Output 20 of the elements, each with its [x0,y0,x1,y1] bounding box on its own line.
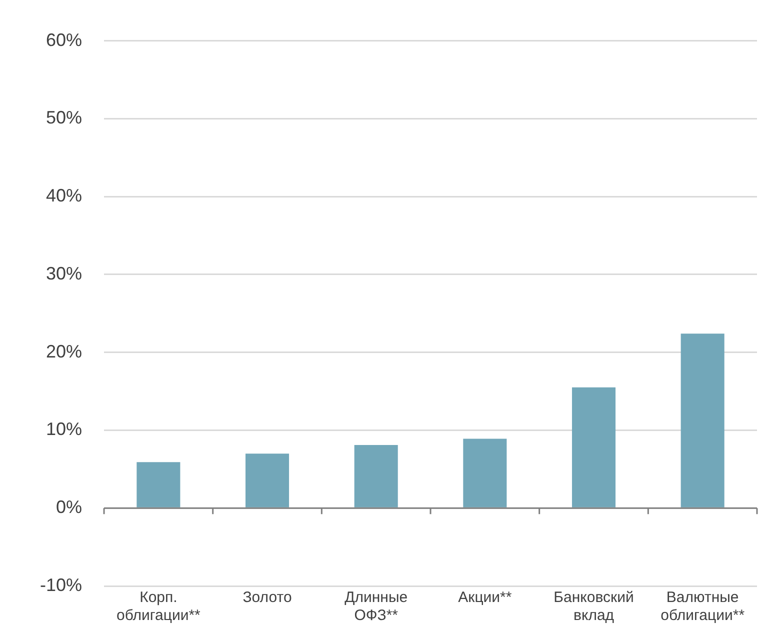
y-tick-label: 40% [46,186,82,206]
y-tick-label: 0% [56,497,82,518]
x-tick-label: Банковский вклад [554,589,634,624]
bar [572,387,616,508]
x-tick-label: Корп. облигации** [116,589,201,624]
y-tick-label: 60% [46,30,82,50]
y-tick-label: 20% [46,341,82,362]
y-tick-label: 30% [46,263,82,284]
bar [463,438,507,508]
x-tick-label: Валютные облигации** [660,589,745,624]
y-tick-label: 10% [46,419,82,440]
x-tick-label: Акции** [458,589,512,606]
x-tick-label: Золото [242,589,292,606]
bar [136,462,180,508]
bar [246,454,290,508]
bar [354,445,398,508]
y-tick-label: -10% [40,574,82,595]
bar [680,334,724,508]
y-tick-label: 50% [46,108,82,128]
x-tick-label: Длинные ОФЗ** [344,589,408,624]
